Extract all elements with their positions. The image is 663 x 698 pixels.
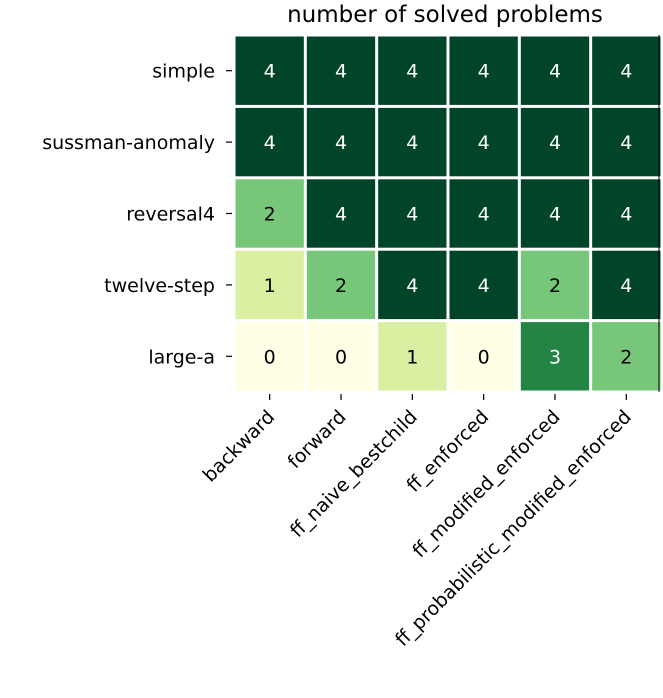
heatmap-cell	[378, 36, 447, 105]
cell-value-label: 4	[620, 61, 632, 83]
heatmap-cell	[520, 250, 590, 320]
cell-value-label: 4	[620, 132, 632, 154]
heatmap-cell	[306, 107, 376, 177]
cell-value-label: 4	[549, 132, 561, 154]
y-tick-label: sussman-anomaly	[42, 132, 215, 154]
cell-value-label: 2	[620, 346, 632, 368]
heatmap-cell	[592, 250, 661, 320]
cell-value-label: 0	[335, 346, 347, 368]
heatmap-cell	[235, 36, 304, 105]
heatmap-cell	[449, 107, 518, 177]
heatmap-cell	[306, 322, 376, 391]
heatmap-cell	[520, 322, 590, 391]
heatmap-cell	[378, 250, 447, 320]
cell-value-label: 4	[478, 204, 490, 226]
cell-value-label: 4	[264, 132, 276, 154]
cell-value-label: 4	[478, 275, 490, 297]
cell-value-label: 4	[406, 275, 418, 297]
heatmap-cell	[378, 322, 447, 391]
cell-value-label: 4	[406, 61, 418, 83]
heatmap-cell	[306, 179, 376, 248]
cell-value-label: 2	[335, 275, 347, 297]
cell-value-label: 1	[264, 275, 276, 297]
cell-value-label: 4	[478, 132, 490, 154]
heatmap-cell	[235, 250, 304, 320]
x-tick-label: ff_naive_bestchild	[286, 406, 422, 542]
heatmap-cell	[235, 107, 304, 177]
y-axis-labels: simple sussman-anomaly reversal4 twelve-ste…	[42, 61, 232, 368]
heatmap-cell	[449, 250, 518, 320]
cell-value-label: 4	[406, 204, 418, 226]
heatmap-cell	[520, 107, 590, 177]
heatmap-cell	[520, 36, 590, 105]
y-tick-label: simple	[152, 61, 215, 83]
heatmap-cell	[592, 107, 661, 177]
heatmap-cells: 4 4 4 4 4 4 4 4 4 4 4 4 2 4 4 4 4 4 1 2 4 4 2 4 0 0 1 0 3 2	[235, 36, 661, 391]
heatmap-cell	[235, 179, 304, 248]
cell-value-label: 0	[478, 346, 490, 368]
x-tick-label: forward	[283, 406, 350, 473]
heatmap-cell	[449, 322, 518, 391]
heatmap-cell	[235, 322, 304, 391]
heatmap-cell	[592, 322, 661, 391]
cell-value-label: 2	[549, 275, 561, 297]
cell-value-label: 4	[335, 132, 347, 154]
cell-value-label: 4	[549, 204, 561, 226]
cell-value-label: 4	[478, 61, 490, 83]
heatmap-cell	[449, 179, 518, 248]
cell-value-label: 0	[264, 346, 276, 368]
heatmap-cell	[592, 36, 661, 105]
cell-value-label: 4	[335, 61, 347, 83]
heatmap-cell	[592, 179, 661, 248]
cell-value-label: 3	[549, 346, 561, 368]
heatmap-cell	[520, 179, 590, 248]
cell-value-label: 4	[620, 275, 632, 297]
heatmap-cell	[378, 179, 447, 248]
heatmap-cell	[306, 36, 376, 105]
y-tick-label: reversal4	[126, 204, 215, 226]
y-tick-label: twelve-step	[104, 275, 215, 297]
cell-value-label: 2	[264, 204, 276, 226]
heatmap-cell	[449, 36, 518, 105]
y-tick-label: large-a	[148, 346, 215, 368]
chart-title: number of solved problems	[287, 2, 603, 28]
heatmap-cell	[306, 250, 376, 320]
cell-value-label: 4	[549, 61, 561, 83]
x-tick-label: backward	[199, 406, 280, 487]
cell-value-label: 1	[406, 346, 418, 368]
cell-value-label: 4	[406, 132, 418, 154]
x-axis-labels: backward forwardff_naive_bestchildff_enfo…	[199, 394, 636, 651]
cell-value-label: 4	[620, 204, 632, 226]
cell-value-label: 4	[335, 204, 347, 226]
cell-value-label: 4	[264, 61, 276, 83]
heatmap-cell	[378, 107, 447, 177]
